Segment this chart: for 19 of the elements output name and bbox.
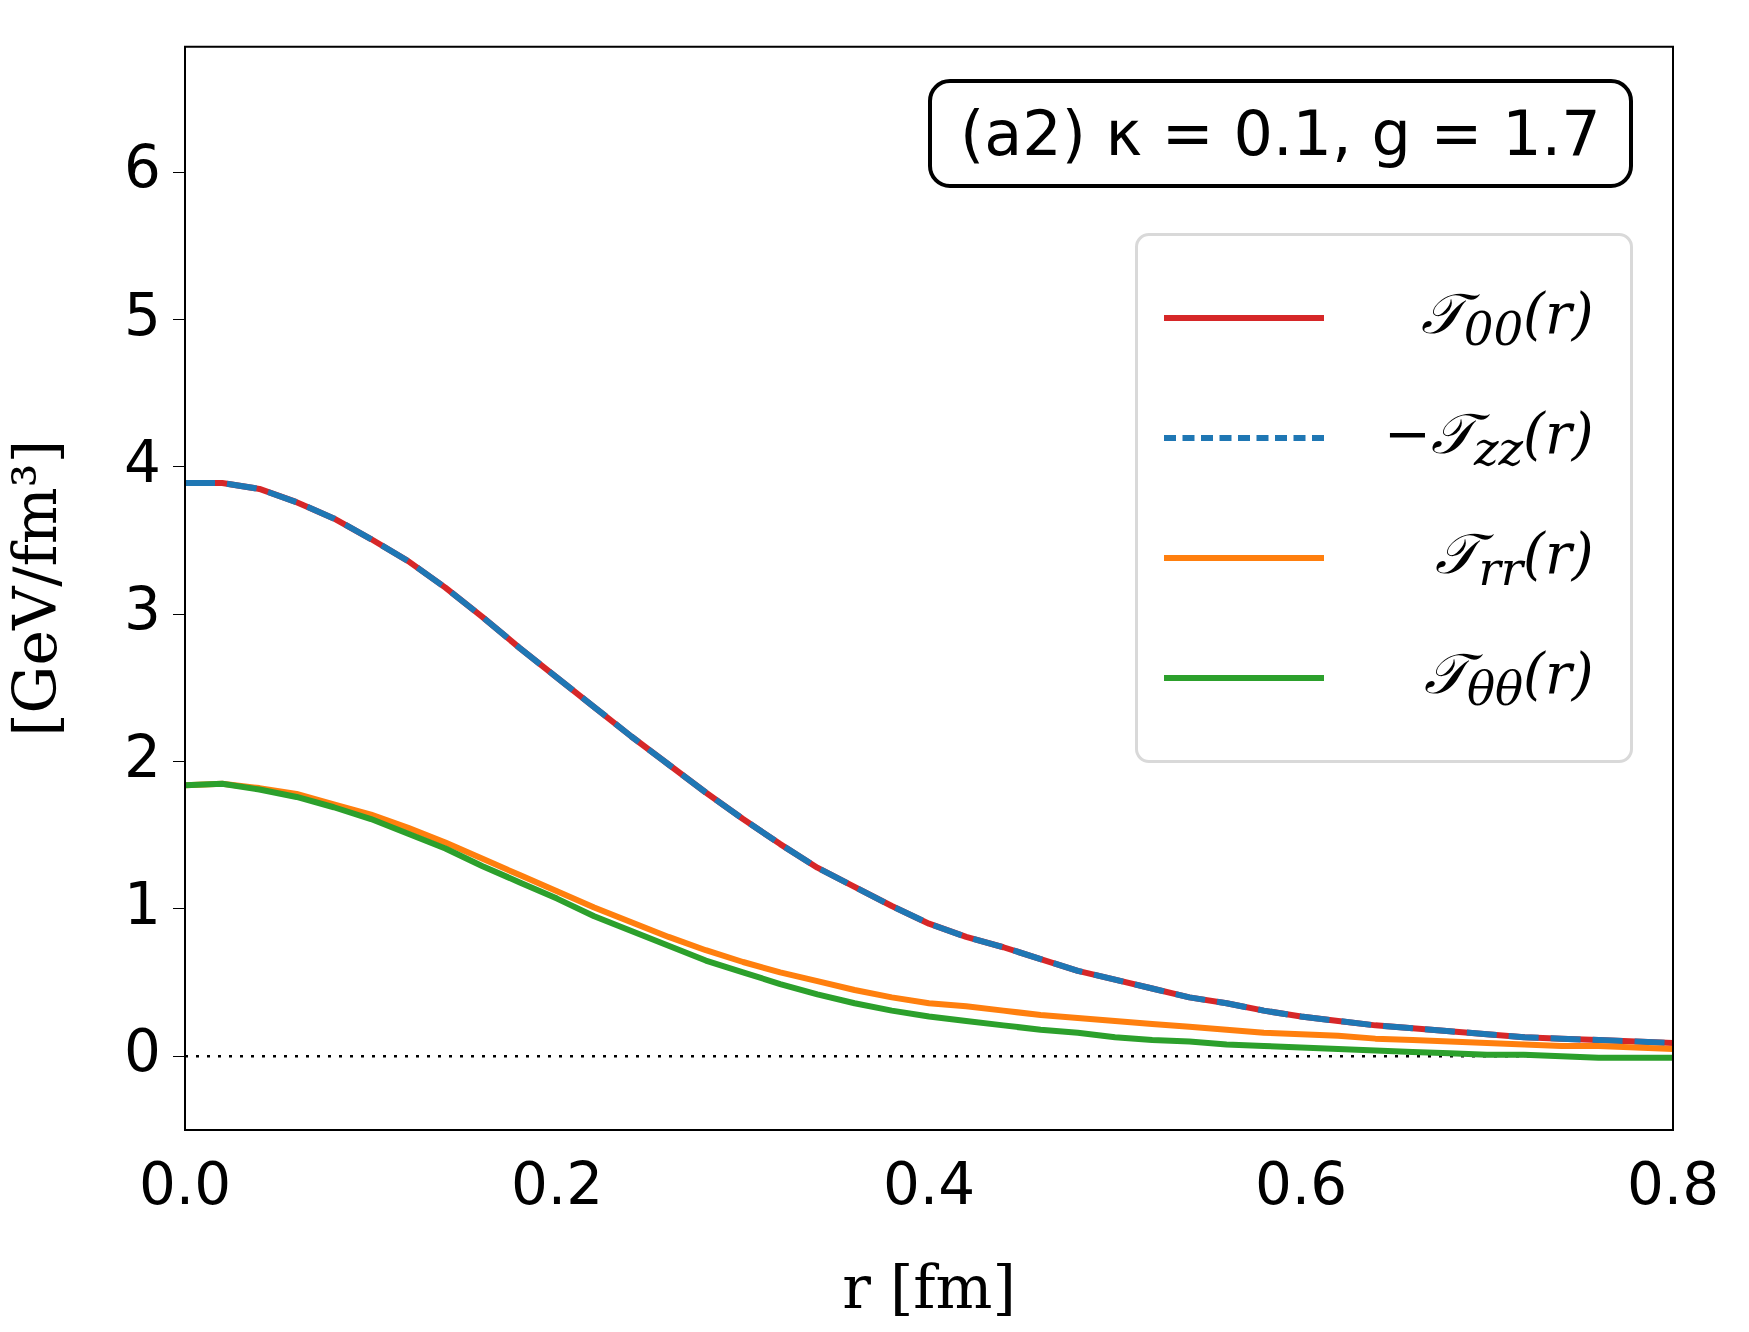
x-tick-label: 0.2 [510,1149,604,1218]
x-tick-label: 0.6 [1254,1149,1348,1218]
y-tick-label: 6 [124,133,161,202]
legend-label: 𝒯$_{θθ}$(r) [1422,640,1594,716]
legend-label: 𝒯$_{00}$(r) [1419,280,1594,356]
x-axis-title: r [fm] [842,1251,1016,1322]
x-tick-label: 0.0 [138,1149,232,1218]
y-tick-label: 5 [124,280,161,349]
legend-label: −𝒯$_{zz}$(r) [1384,400,1594,476]
y-axis-title: [GeV/fm³] [0,439,70,737]
y-tick-label: 4 [124,427,161,496]
legend-label: 𝒯$_{rr}$(r) [1434,520,1594,596]
y-tick-label: 1 [124,870,161,938]
y-tick-label: 0 [124,1017,161,1086]
x-tick-label: 0.8 [1626,1149,1720,1218]
x-tick-label: 0.4 [882,1149,976,1218]
y-tick-label: 3 [124,575,161,644]
y-tick-label: 2 [124,722,161,791]
annotation: (a2) κ = 0.1, g = 1.7 [928,78,1633,188]
